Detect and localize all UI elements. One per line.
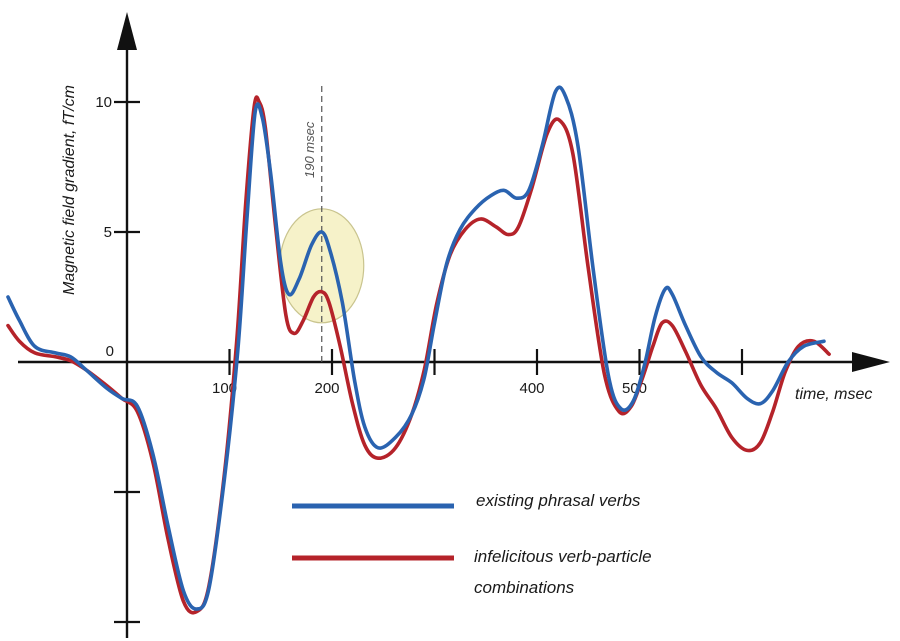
tick-marks: [114, 100, 744, 624]
x-tick-label-400: 400: [519, 380, 544, 397]
x-axis-title: time, msec: [795, 386, 872, 403]
legend-label-existing: existing phrasal verbs: [476, 491, 641, 510]
x-axis-arrow: [852, 352, 890, 372]
highlight-ellipse: [279, 208, 365, 324]
legend: existing phrasal verbs infelicitous verb…: [292, 491, 656, 597]
series-line-existing: [6, 85, 826, 611]
y-axis-arrow: [117, 12, 137, 50]
series-line-infelicitous: [6, 95, 831, 615]
annotation-label: 190 msec: [302, 121, 317, 178]
y-tick-label-0: 0: [106, 343, 114, 360]
legend-label-infelicitous-line1: infelicitous verb-particle: [474, 547, 652, 566]
y-tick-label-5: 5: [104, 224, 112, 241]
x-tick-label-200: 200: [314, 380, 339, 397]
y-tick-label-10: 10: [95, 94, 112, 111]
series-group: [6, 85, 831, 615]
legend-label-infelicitous-line2: combinations: [474, 578, 575, 597]
y-axis-title: Magnetic field gradient, fT/cm: [61, 85, 78, 295]
legend-label-infelicitous: infelicitous verb-particle combinations: [474, 547, 656, 597]
